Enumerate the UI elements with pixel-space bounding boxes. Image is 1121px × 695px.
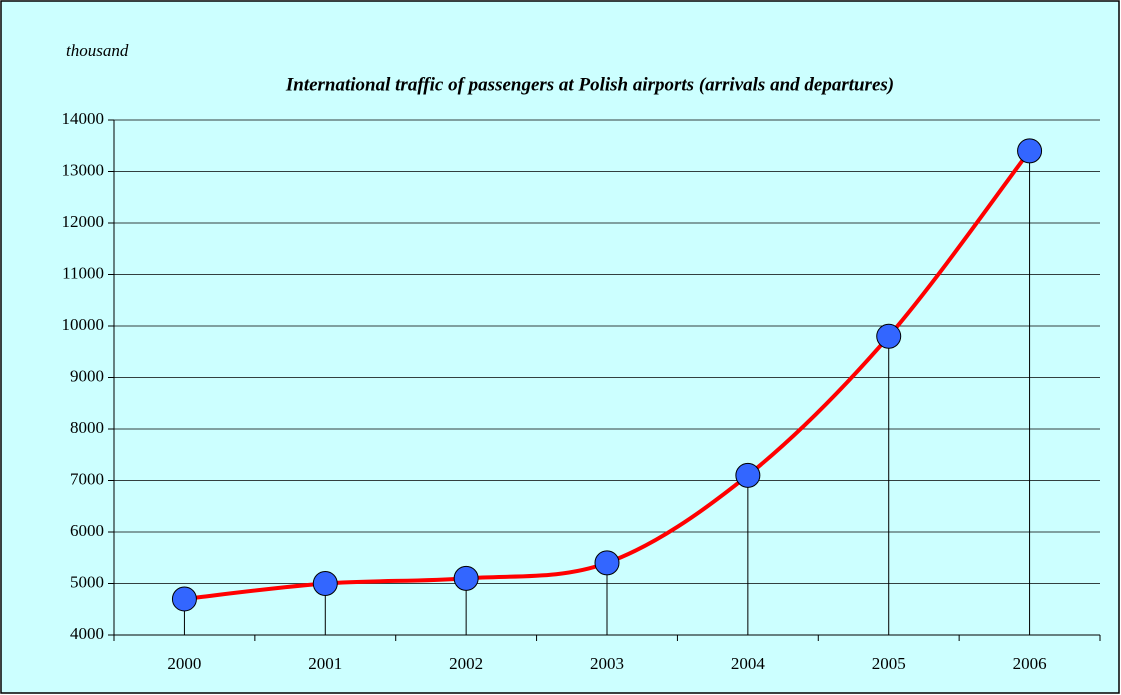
y-tick-label: 10000 — [62, 315, 105, 334]
y-tick-label: 4000 — [70, 624, 104, 643]
x-tick-label: 2004 — [731, 654, 766, 673]
y-tick-label: 7000 — [70, 469, 104, 488]
data-point — [171, 586, 197, 612]
data-point — [453, 565, 479, 591]
y-tick-label: 9000 — [70, 366, 104, 385]
data-point — [1017, 138, 1043, 164]
x-tick-label: 2002 — [449, 654, 483, 673]
data-point — [876, 323, 902, 349]
chart-title: International traffic of passengers at P… — [285, 74, 894, 95]
y-tick-label: 11000 — [62, 263, 104, 282]
y-tick-label: 14000 — [62, 109, 105, 128]
y-axis-label: thousand — [66, 41, 129, 60]
x-tick-label: 2000 — [167, 654, 201, 673]
y-tick-label: 12000 — [62, 212, 105, 231]
data-point — [594, 550, 620, 576]
y-tick-label: 6000 — [70, 521, 104, 540]
y-tick-label: 13000 — [62, 160, 105, 179]
y-tick-label: 8000 — [70, 418, 104, 437]
x-tick-label: 2006 — [1013, 654, 1047, 673]
y-tick-label: 5000 — [70, 572, 104, 591]
x-tick-label: 2003 — [590, 654, 624, 673]
x-tick-label: 2001 — [308, 654, 342, 673]
x-tick-label: 2005 — [872, 654, 906, 673]
data-point — [735, 462, 761, 488]
data-point — [312, 571, 338, 596]
